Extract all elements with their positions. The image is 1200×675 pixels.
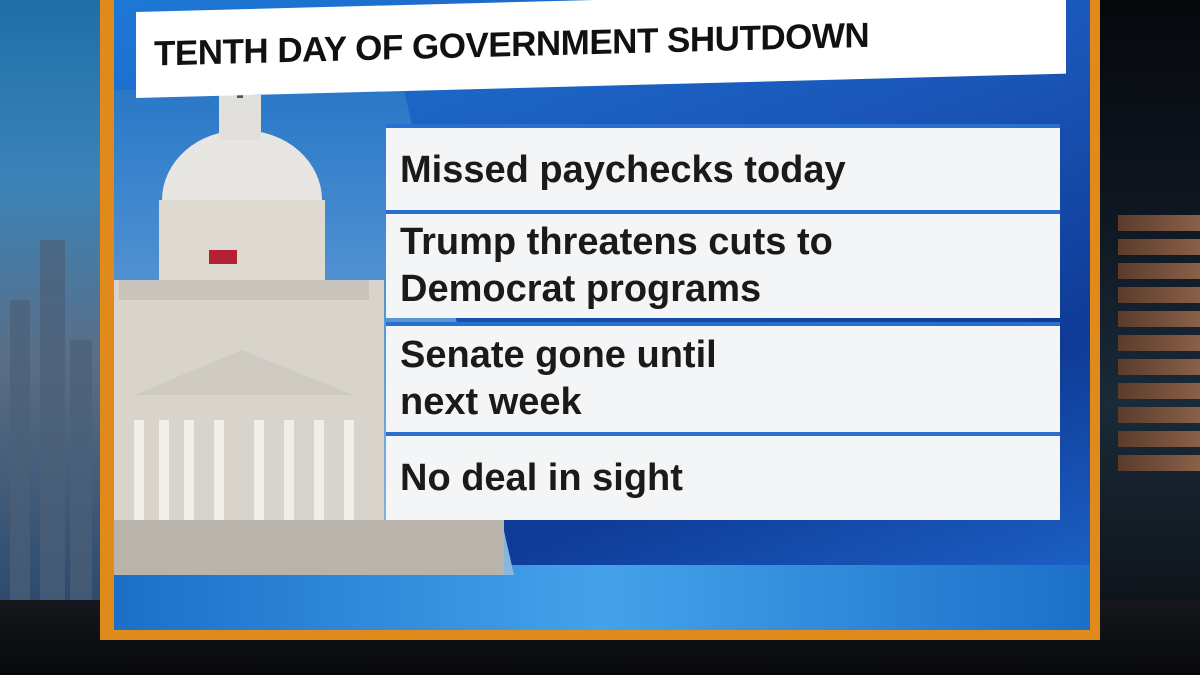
bullet-item: Senate gone until next week <box>386 322 1060 432</box>
video-wall-screen: TENTH DAY OF GOVERNMENT SHUTDOWN Missed … <box>100 0 1100 640</box>
bullet-item: No deal in sight <box>386 432 1060 520</box>
bullet-text: Missed paychecks today <box>400 148 846 191</box>
bullet-item: Missed paychecks today <box>386 124 1060 212</box>
bullet-text: No deal in sight <box>400 456 683 499</box>
studio-left-wall <box>0 0 100 600</box>
wood-slat-wall <box>1118 215 1200 485</box>
headline-banner: TENTH DAY OF GOVERNMENT SHUTDOWN <box>136 0 1066 98</box>
headline-title: TENTH DAY OF GOVERNMENT SHUTDOWN <box>154 15 870 74</box>
bullet-text: Trump threatens cuts to Democrat program… <box>400 221 833 310</box>
bullet-text: Senate gone until next week <box>400 334 717 423</box>
bottom-band <box>114 565 1090 630</box>
bullet-item: Trump threatens cuts to Democrat program… <box>386 210 1060 318</box>
